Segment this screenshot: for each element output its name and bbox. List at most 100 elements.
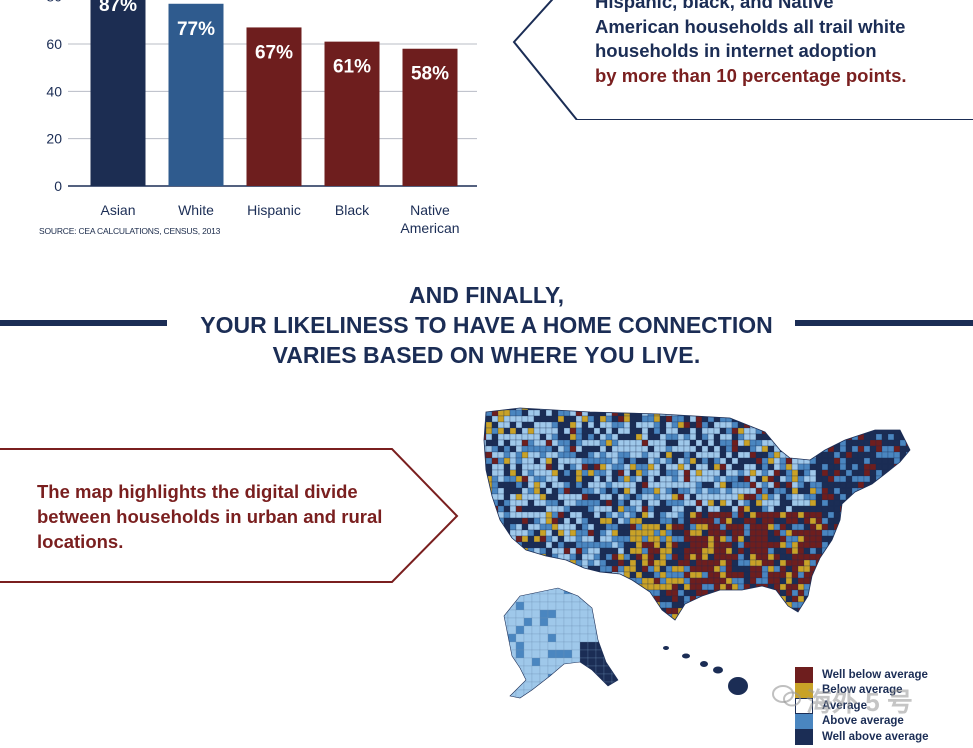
county-cell (551, 511, 559, 519)
county-cell (815, 583, 823, 591)
county-cell (695, 583, 703, 591)
county-cell (671, 547, 679, 555)
county-cell (821, 487, 829, 495)
county-cell (659, 541, 667, 549)
county-cell (719, 487, 727, 495)
county-cell (785, 607, 793, 615)
county-cell (875, 445, 883, 453)
county-cell (737, 475, 745, 483)
county-cell (579, 697, 589, 698)
county-cell (815, 433, 823, 441)
callout-top-text: Hispanic, black, and Native American hou… (595, 0, 965, 88)
county-cell (695, 517, 703, 525)
county-cell (779, 463, 787, 471)
county-cell (683, 463, 691, 471)
county-cell (845, 427, 853, 435)
county-cell (539, 433, 547, 441)
county-cell (743, 553, 751, 561)
wechat-icon (772, 685, 801, 707)
county-cell (521, 559, 529, 567)
county-cell (599, 499, 607, 507)
county-cell (629, 535, 637, 543)
divider-left (0, 320, 167, 326)
county-cell (743, 589, 751, 597)
county-cell (707, 595, 715, 603)
county-cell (641, 595, 649, 603)
county-cell (641, 517, 649, 525)
county-cell (547, 689, 557, 698)
county-cell (701, 565, 709, 573)
county-cell (731, 571, 739, 579)
county-cell (743, 408, 751, 411)
county-cell (797, 541, 805, 549)
county-cell (677, 451, 685, 459)
county-cell (857, 445, 865, 453)
county-cell (912, 458, 918, 464)
county-cell (677, 565, 685, 573)
county-cell (827, 409, 835, 417)
county-cell (539, 565, 547, 573)
county-cell (749, 601, 757, 609)
county-cell (539, 689, 549, 698)
county-cell (497, 451, 505, 459)
county-cell (857, 439, 865, 447)
county-cell (725, 415, 733, 423)
county-cell (737, 493, 745, 501)
county-cell (881, 415, 889, 423)
county-cell (491, 583, 499, 591)
county-cell (539, 511, 547, 519)
county-cell (737, 433, 745, 441)
county-cell (593, 607, 601, 615)
county-cell (587, 511, 595, 519)
county-cell (677, 613, 685, 620)
county-cell (533, 493, 541, 501)
county-cell (857, 415, 865, 423)
county-cell (623, 523, 631, 531)
county-cell (659, 559, 667, 567)
county-cell (743, 409, 751, 417)
county-cell (677, 577, 685, 585)
county-cell (611, 408, 619, 411)
county-cell (665, 469, 673, 477)
bar-value-label: 77% (177, 19, 215, 40)
county-cell (701, 613, 709, 620)
county-cell (671, 415, 679, 423)
county-cell (587, 427, 595, 435)
county-cell (539, 427, 547, 435)
county-cell (605, 577, 613, 585)
county-cell (773, 511, 781, 519)
county-cell (905, 427, 910, 435)
county-cell (887, 487, 895, 495)
county-cell (617, 559, 625, 567)
county-cell (857, 553, 865, 561)
county-cell (689, 535, 697, 543)
county-cell (737, 511, 745, 519)
county-cell (707, 565, 715, 573)
county-cell (587, 523, 595, 531)
county-cell (899, 409, 907, 417)
county-cell (581, 457, 589, 465)
county-cell (725, 613, 733, 620)
county-cell (491, 457, 499, 465)
bar (168, 3, 224, 187)
county-cell (827, 595, 835, 603)
county-cell (713, 439, 721, 447)
county-cell (531, 593, 541, 603)
county-cell (707, 457, 715, 465)
county-cell (641, 481, 649, 489)
county-cell (773, 408, 781, 411)
county-cell (773, 439, 781, 447)
county-cell (809, 613, 817, 620)
county-cell (647, 439, 655, 447)
county-cell (869, 601, 877, 609)
county-cell (629, 529, 637, 537)
county-cell (593, 547, 601, 555)
county-cell (839, 415, 847, 423)
county-cell (547, 625, 557, 635)
county-cell (737, 541, 745, 549)
county-cell (749, 511, 757, 519)
county-cell (719, 559, 727, 567)
headline-line3: VARIES BASED ON WHERE YOU LIVE. (0, 340, 973, 370)
county-cell (515, 487, 523, 495)
county-cell (803, 571, 811, 579)
